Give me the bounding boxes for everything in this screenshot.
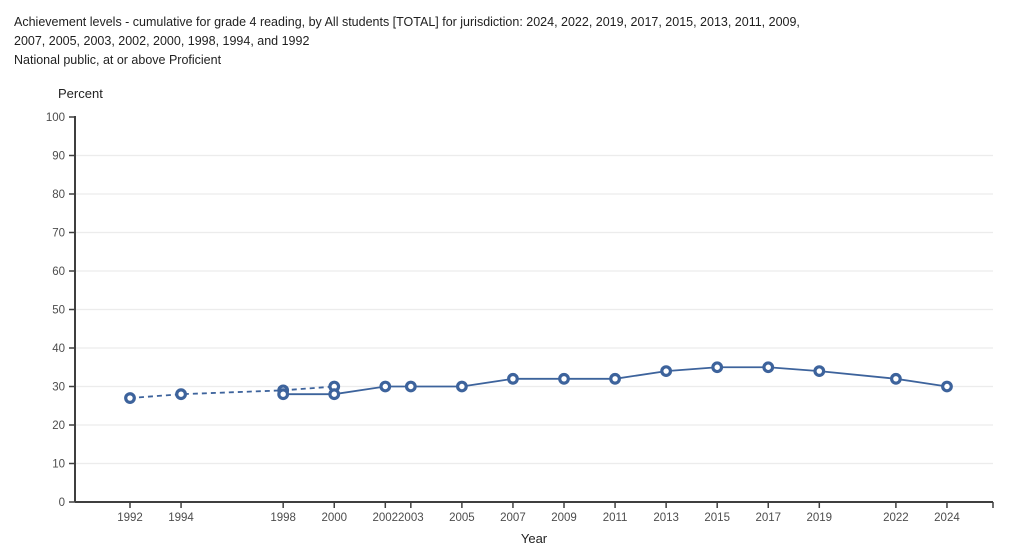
chart-title-line2: 2007, 2005, 2003, 2002, 2000, 1998, 1994… xyxy=(14,34,310,48)
x-tick-label: 2007 xyxy=(500,512,526,524)
y-tick-label: 60 xyxy=(52,266,65,278)
x-tick-label: 2019 xyxy=(807,512,833,524)
x-tick-label: 2011 xyxy=(603,512,628,524)
data-point-marker xyxy=(379,380,392,393)
y-tick-label: 0 xyxy=(59,497,65,509)
y-axis-title: Percent xyxy=(58,86,103,101)
data-point-marker xyxy=(890,372,902,385)
x-tick-label: 2000 xyxy=(321,512,347,524)
y-tick-label: 90 xyxy=(52,151,65,163)
x-tick-label: 2013 xyxy=(653,512,679,524)
x-tick-label: 2002 xyxy=(373,512,399,524)
x-tick-label: 2009 xyxy=(551,512,577,524)
x-tick-label: 2015 xyxy=(704,512,730,524)
y-tick-label: 10 xyxy=(52,459,65,471)
data-point-marker xyxy=(455,380,468,393)
y-tick-label: 70 xyxy=(52,228,65,240)
data-point-marker xyxy=(175,388,187,401)
y-tick-label: 50 xyxy=(52,305,65,317)
series-line-dashed xyxy=(129,385,335,399)
data-point-marker xyxy=(558,372,570,385)
x-tick-label: 2022 xyxy=(883,512,909,524)
x-tick-label: 1998 xyxy=(270,512,296,524)
data-point-marker xyxy=(124,392,136,404)
data-point-marker xyxy=(328,388,341,401)
data-point-marker xyxy=(711,361,724,374)
data-point-marker xyxy=(660,365,673,378)
data-point-marker xyxy=(277,388,290,401)
x-tick-label: 2024 xyxy=(934,512,960,524)
data-point-marker xyxy=(813,365,826,378)
x-tick-label: 1992 xyxy=(117,512,143,524)
data-point-marker xyxy=(609,372,621,385)
chart-title-block: Achievement levels - cumulative for grad… xyxy=(14,13,800,70)
x-tick-label: 1994 xyxy=(168,512,194,524)
x-tick-label: 2017 xyxy=(755,512,781,524)
y-tick-label: 20 xyxy=(52,420,65,432)
chart-title-line1: Achievement levels - cumulative for grad… xyxy=(14,15,800,29)
x-tick-label: 2003 xyxy=(398,512,424,524)
data-point-marker xyxy=(404,380,417,393)
data-point-marker xyxy=(507,372,519,385)
chart-subtitle: National public, at or above Proficient xyxy=(14,53,222,67)
y-tick-label: 30 xyxy=(52,382,65,394)
y-tick-label: 100 xyxy=(46,112,65,124)
data-point-marker xyxy=(762,361,775,374)
y-tick-label: 40 xyxy=(52,343,65,355)
data-point-marker xyxy=(941,380,953,393)
y-tick-label: 80 xyxy=(52,189,65,201)
x-axis-title: Year xyxy=(521,531,548,546)
x-tick-label: 2005 xyxy=(449,512,475,524)
